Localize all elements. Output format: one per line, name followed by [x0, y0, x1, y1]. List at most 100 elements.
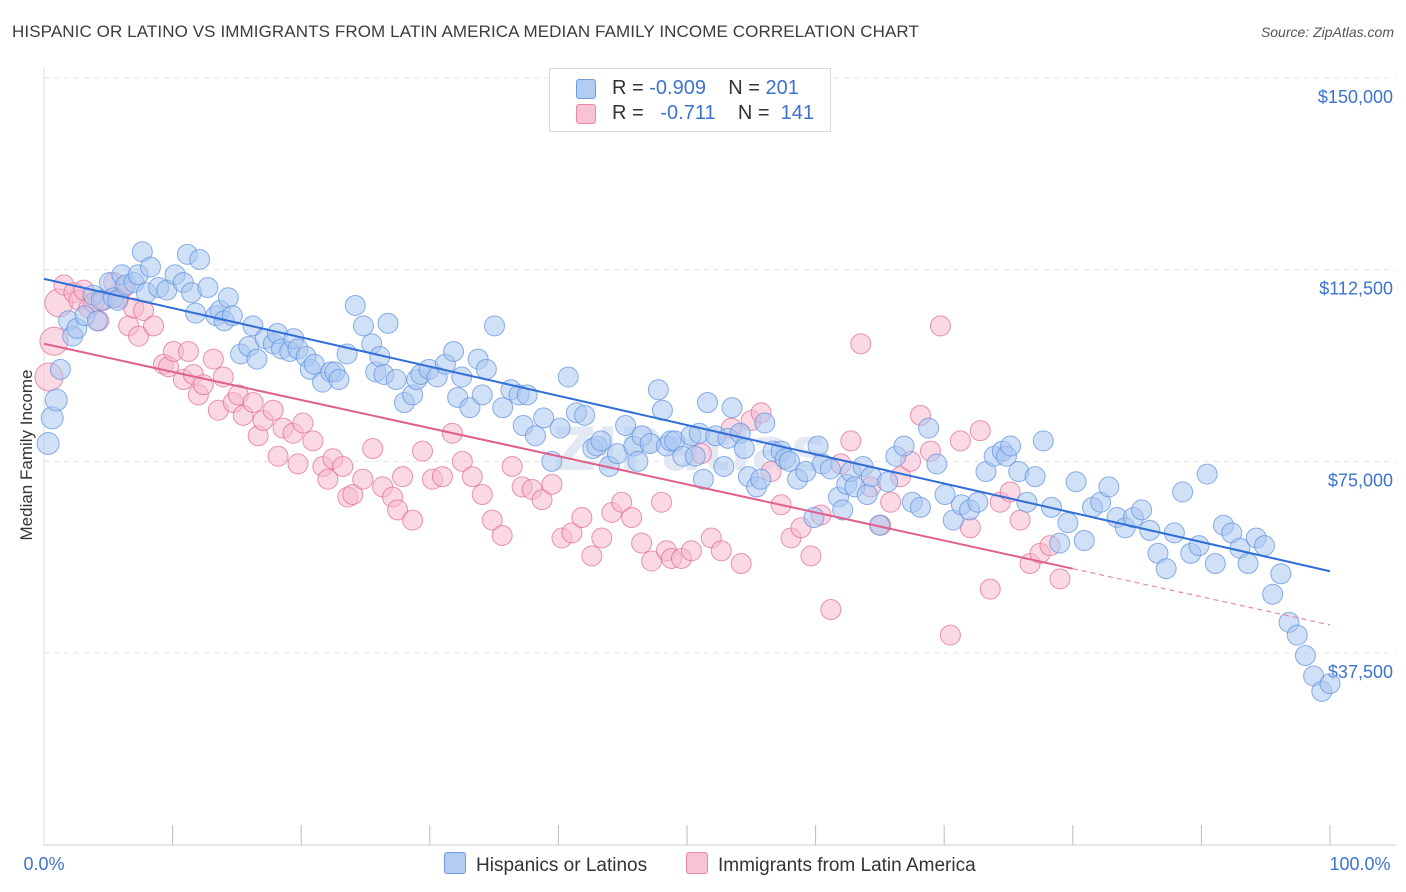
- immigrant-point: [929, 315, 951, 337]
- immigrant-point: [631, 532, 653, 554]
- immigrant-point: [680, 540, 702, 562]
- hispanic-point: [918, 417, 940, 439]
- immigrant-point: [501, 455, 523, 477]
- hispanic-point: [696, 392, 718, 414]
- immigrant-point: [591, 527, 613, 549]
- immigrant-point: [820, 599, 842, 621]
- hispanic-point: [1057, 512, 1079, 534]
- hispanic-point: [590, 430, 612, 452]
- hispanic-point: [713, 455, 735, 477]
- bottom-legend-label: Hispanics or Latinos: [476, 855, 648, 876]
- immigrant-point: [730, 553, 752, 575]
- legend-n-value: 141: [780, 102, 815, 124]
- legend-n-value: 201: [765, 77, 799, 99]
- immigrant-point: [621, 507, 643, 529]
- hispanic-point: [893, 435, 915, 457]
- immigrant-point: [392, 466, 414, 488]
- hispanic-point: [1131, 499, 1153, 521]
- hispanic-point: [1319, 673, 1341, 695]
- hispanic-point: [459, 397, 481, 419]
- hispanic-point: [1098, 476, 1120, 498]
- bottom-legend-swatch-pink: [686, 852, 708, 874]
- immigrant-point: [461, 466, 483, 488]
- hispanic-point: [1262, 583, 1284, 605]
- legend-swatch-pink: [576, 104, 596, 124]
- hispanic-point: [832, 499, 854, 521]
- hispanic-point: [328, 369, 350, 391]
- immigrant-point: [451, 450, 473, 472]
- grid-lines: [44, 77, 1396, 654]
- trend-line-immigrants: [43, 342, 1074, 570]
- hispanic-point: [1196, 463, 1218, 485]
- trend-lines: [43, 277, 1331, 626]
- legend-swatch-blue: [576, 79, 596, 99]
- hispanic-point: [471, 384, 493, 406]
- y-axis-tick-labels: $37,500 $75,000 $112,500 $150,000: [1318, 87, 1393, 682]
- legend-r-label: R =: [612, 77, 644, 99]
- hispanic-point: [877, 471, 899, 493]
- hispanic-point: [778, 450, 800, 472]
- immigrant-point: [561, 522, 583, 544]
- hispanic-point: [549, 417, 571, 439]
- hispanic-point: [1032, 430, 1054, 452]
- hispanic-point: [926, 453, 948, 475]
- hispanic-point: [44, 388, 68, 412]
- immigrant-point: [242, 392, 264, 414]
- hispanic-point: [1163, 522, 1185, 544]
- trend-line-immigrants-extrapolated: [1072, 568, 1331, 626]
- hispanic-point: [1188, 535, 1210, 557]
- hispanic-point: [733, 438, 755, 460]
- x-axis-ticks: [43, 825, 1331, 845]
- chart-title: HISPANIC OR LATINO VS IMMIGRANTS FROM LA…: [12, 22, 919, 41]
- y-tick-label: $37,500: [1328, 662, 1393, 682]
- hispanic-point: [86, 310, 108, 332]
- immigrant-point: [202, 348, 224, 370]
- immigrant-point: [800, 545, 822, 567]
- immigrant-point: [840, 430, 862, 452]
- immigrant-point: [531, 489, 553, 511]
- hispanic-point: [524, 425, 546, 447]
- hispanic-point: [217, 287, 239, 309]
- immigrant-point: [969, 420, 991, 442]
- immigrant-point: [143, 315, 165, 337]
- immigrant-point: [880, 491, 902, 513]
- series-hispanics-latinos: [36, 241, 1341, 702]
- hispanic-point: [1073, 530, 1095, 552]
- hispanic-point: [1270, 563, 1292, 585]
- immigrant-point: [177, 340, 199, 362]
- hispanic-point: [1237, 553, 1259, 575]
- immigrant-point: [317, 468, 339, 490]
- hispanic-point: [1294, 645, 1316, 667]
- bottom-legend-label: Immigrants from Latin America: [718, 855, 976, 876]
- hispanic-point: [856, 484, 878, 506]
- immigrant-point: [939, 624, 961, 646]
- hispanic-point: [1155, 558, 1177, 580]
- bottom-legend-swatch-blue: [444, 852, 466, 874]
- immigrant-point: [611, 491, 633, 513]
- immigrant-point: [431, 466, 453, 488]
- legend-r-value: -0.909: [649, 77, 706, 99]
- hispanic-point: [246, 348, 268, 370]
- hispanic-point: [684, 445, 706, 467]
- hispanic-point: [475, 358, 497, 380]
- bottom-legend-hispanics: Hispanics or Latinos: [444, 852, 647, 877]
- x-tick-label-min: 0.0%: [23, 854, 64, 874]
- hispanic-point: [344, 294, 366, 316]
- hispanic-point: [1049, 532, 1071, 554]
- hispanic-point: [385, 369, 407, 391]
- hispanic-point: [754, 412, 776, 434]
- immigrant-point: [292, 412, 314, 434]
- immigrant-point: [402, 509, 424, 531]
- immigrant-point: [581, 545, 603, 567]
- hispanic-point: [750, 468, 772, 490]
- hispanic-point: [557, 366, 579, 388]
- y-tick-label: $112,500: [1319, 279, 1393, 299]
- hispanic-point: [36, 431, 60, 455]
- trend-line-hispanics: [43, 277, 1331, 573]
- immigrant-point: [287, 453, 309, 475]
- hispanic-point: [1253, 535, 1275, 557]
- hispanic-point: [615, 415, 637, 437]
- legend-n-label: N =: [728, 77, 760, 99]
- immigrant-point: [979, 578, 1001, 600]
